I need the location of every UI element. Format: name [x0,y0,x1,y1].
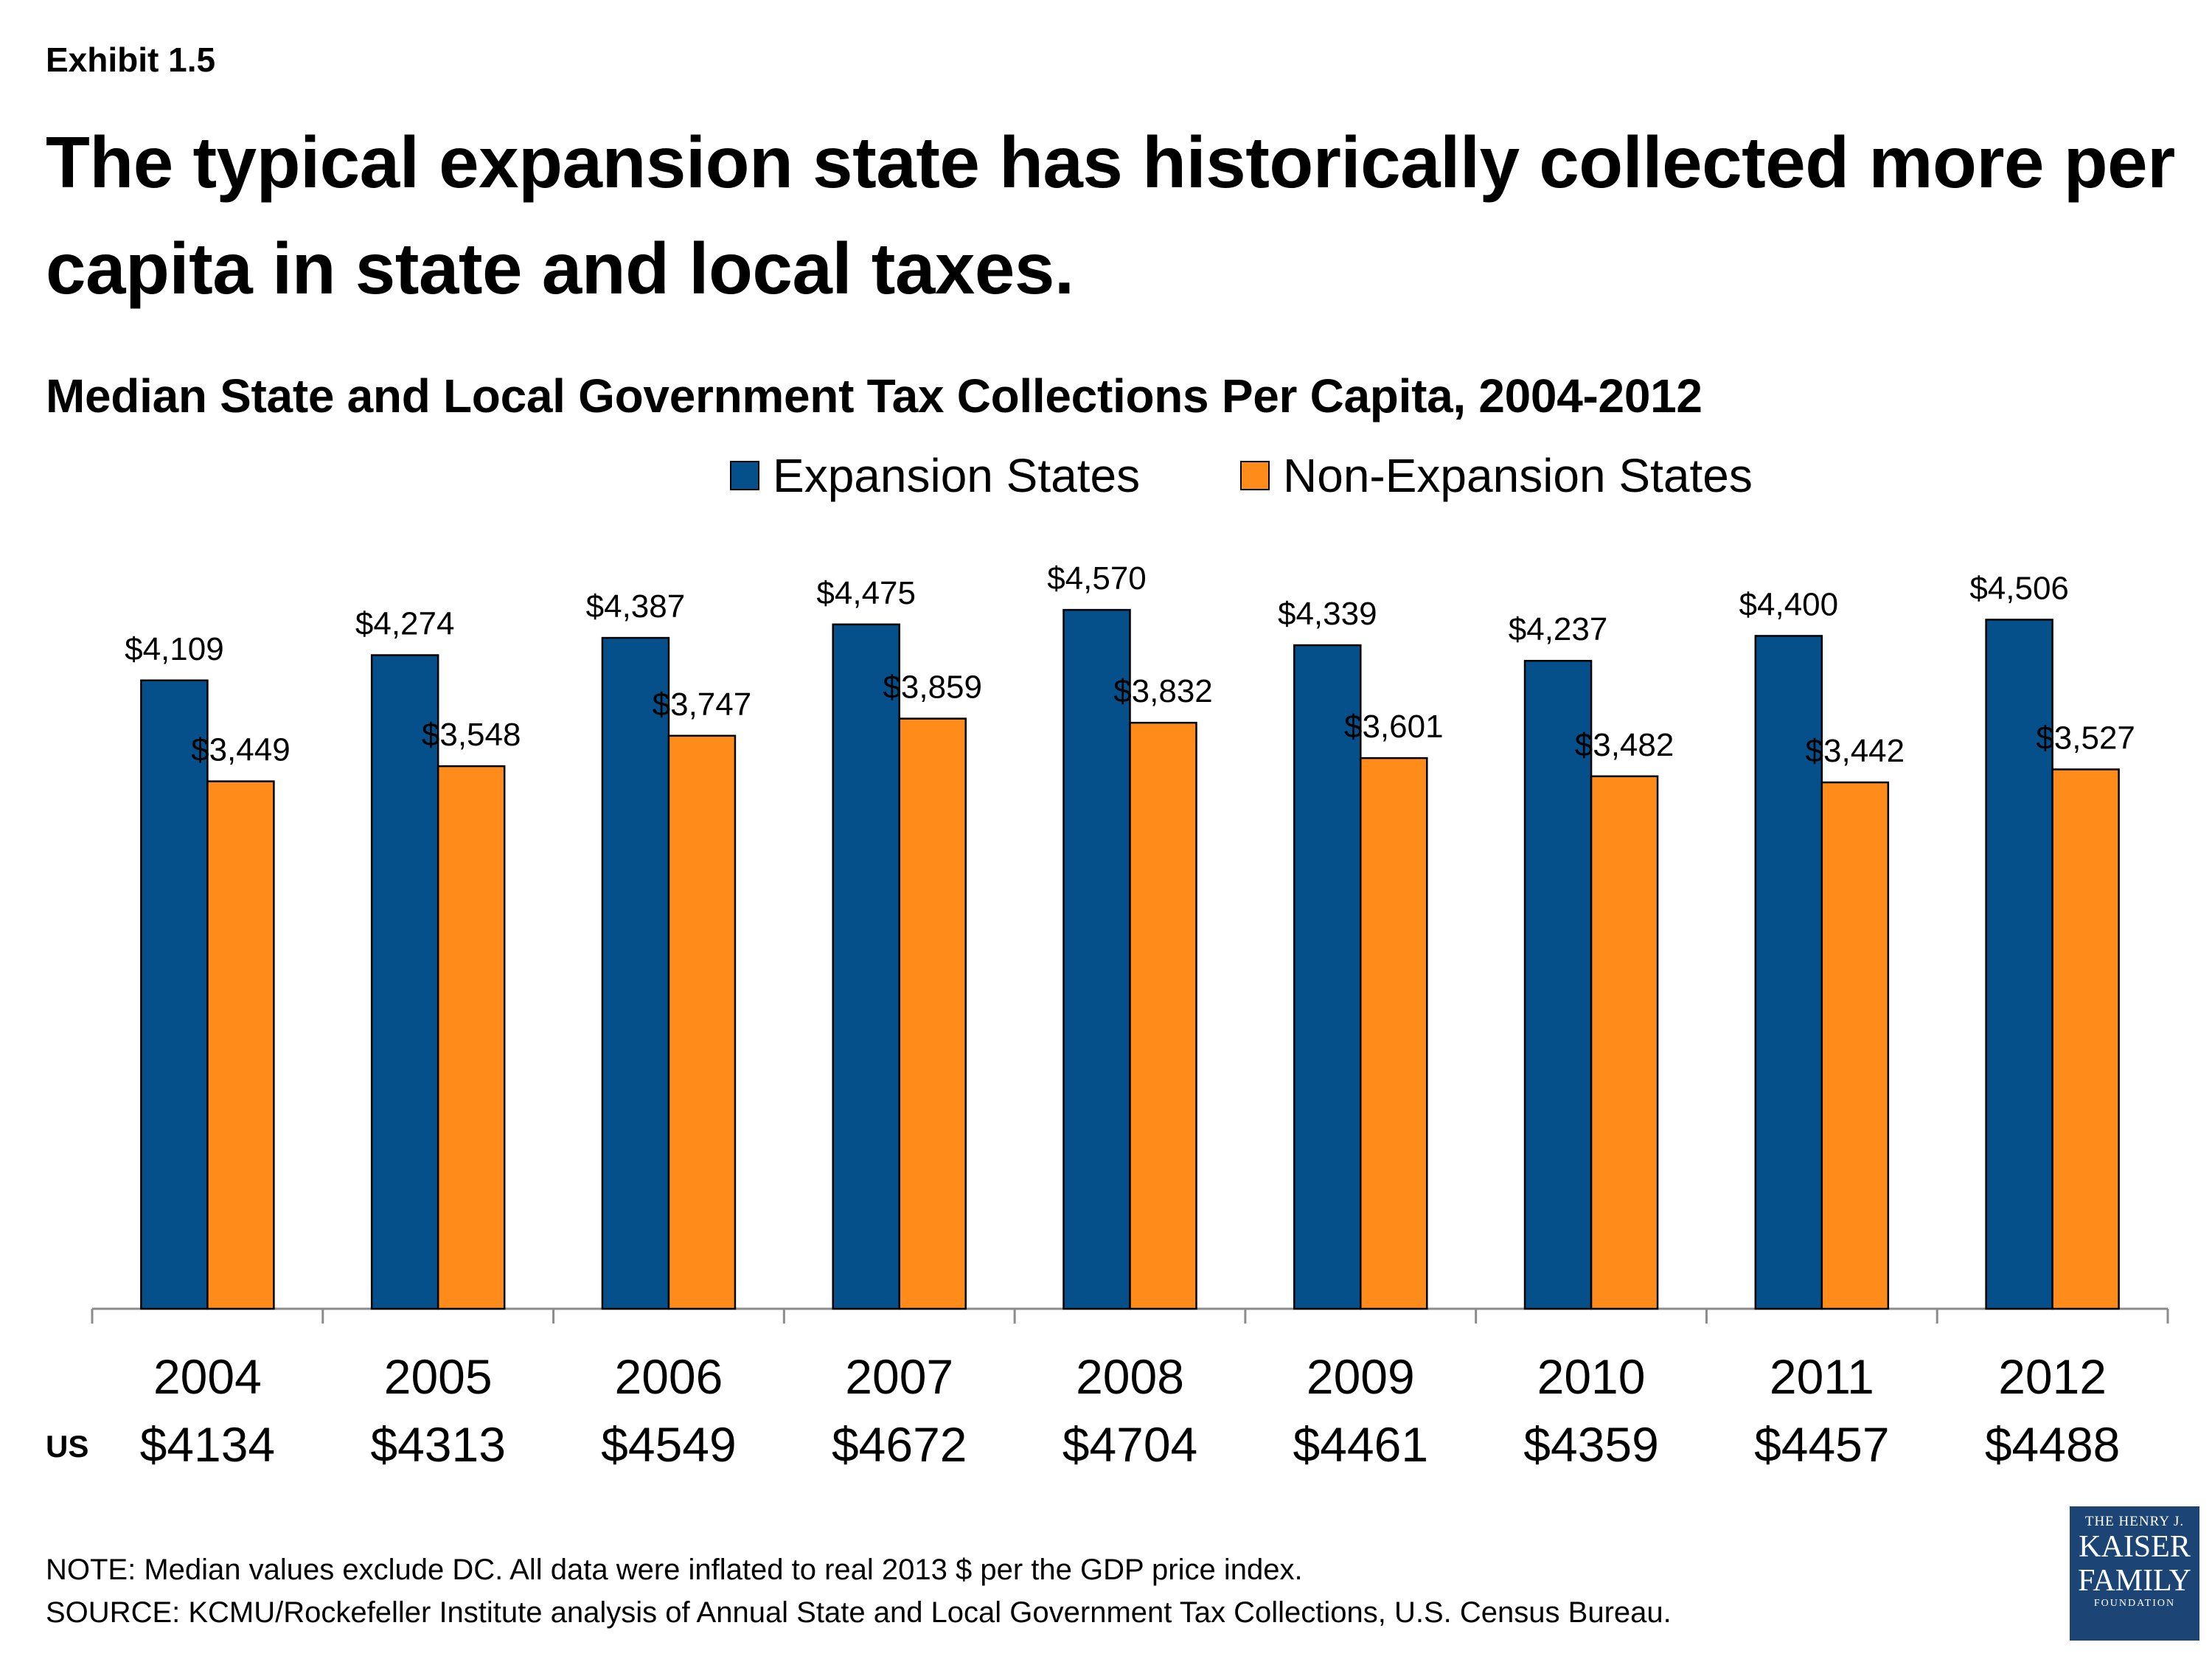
us-value-label: $4457 [1754,1417,1890,1472]
legend-item-expansion: Expansion States [730,448,1140,503]
data-label-non-expansion: $3,482 [1575,727,1674,763]
us-value-label: $4488 [1985,1417,2121,1472]
us-value-label: $4359 [1523,1417,1659,1472]
bar-expansion [1523,659,1593,1310]
bar-expansion [1293,644,1362,1310]
category-label: 2006 [615,1349,723,1404]
data-label-non-expansion: $3,442 [1806,733,1905,769]
data-label-non-expansion: $3,527 [2036,720,2135,756]
bar-expansion [140,679,209,1310]
category-label: 2010 [1537,1349,1646,1404]
bar-expansion [1062,608,1131,1310]
bar-non-expansion [1820,781,1890,1310]
logo-line-4: FOUNDATION [2093,1598,2176,1609]
us-value-label: $4704 [1062,1417,1198,1472]
data-label-expansion: $4,339 [1278,596,1377,632]
data-label-non-expansion: $3,859 [883,669,982,706]
bar-expansion [601,636,670,1310]
us-value-label: $4461 [1293,1417,1429,1472]
us-value-label: $4549 [601,1417,737,1472]
chart-title: Median State and Local Government Tax Co… [46,369,1703,422]
headline: The typical expansion state has historic… [46,122,2175,309]
bar-expansion [1754,635,1823,1310]
note-line: NOTE: Median values exclude DC. All data… [46,1554,1303,1586]
us-row-label: US [46,1429,89,1464]
data-label-non-expansion: $3,548 [422,717,521,753]
category-label: 2005 [384,1349,493,1404]
us-value-label: $4313 [370,1417,506,1472]
us-value-label: $4134 [140,1417,276,1472]
data-label-non-expansion: $3,747 [653,686,752,723]
legend-swatch-expansion [730,461,759,490]
footnote: NOTE: Median values exclude DC. All data… [46,1548,1672,1634]
us-value-label: $4672 [832,1417,967,1472]
category-label: 2012 [1998,1349,2107,1404]
legend-item-non-expansion: Non-Expansion States [1240,448,1753,503]
bar-non-expansion [2051,768,2120,1310]
bar-non-expansion [206,780,275,1310]
category-label: 2008 [1076,1349,1184,1404]
data-label-non-expansion: $3,449 [191,732,291,768]
exhibit-label: Exhibit 1.5 [46,41,216,79]
logo-line-3: FAMILY [2078,1564,2191,1598]
bar-non-expansion [1360,757,1428,1310]
data-label-non-expansion: $3,601 [1344,709,1444,745]
data-label-expansion: $4,387 [586,588,686,625]
data-label-expansion: $4,109 [125,631,224,667]
data-label-expansion: $4,570 [1047,560,1147,597]
data-label-expansion: $4,400 [1739,586,1839,622]
bar-non-expansion [1129,721,1197,1310]
bar-non-expansion [898,717,967,1310]
category-label: 2004 [153,1349,262,1404]
data-label-expansion: $4,475 [816,575,916,611]
bar-non-expansion [667,734,737,1310]
category-label: 2009 [1307,1349,1415,1404]
category-label: 2011 [1770,1349,1874,1404]
data-label-expansion: $4,237 [1509,611,1608,647]
bar-expansion [1985,619,2053,1310]
data-label-non-expansion: $3,832 [1113,673,1213,709]
category-label: 2007 [845,1349,953,1404]
bar-non-expansion [1590,775,1659,1310]
kff-logo: THE HENRY J. KAISER FAMILY FOUNDATION [2070,1506,2199,1641]
source-line: SOURCE: KCMU/Rockefeller Institute analy… [46,1596,1672,1629]
logo-line-1: THE HENRY J. [2084,1514,2185,1529]
data-label-expansion: $4,274 [355,606,455,642]
legend-label-non-expansion: Non-Expansion States [1283,449,1753,502]
legend-label-expansion: Expansion States [773,449,1141,502]
legend-swatch-non-expansion [1240,461,1270,490]
bar-expansion [370,654,439,1310]
data-label-expansion: $4,506 [1969,570,2069,606]
logo-line-2: KAISER [2079,1530,2191,1564]
bar-expansion [832,623,900,1310]
bar-non-expansion [437,765,506,1310]
